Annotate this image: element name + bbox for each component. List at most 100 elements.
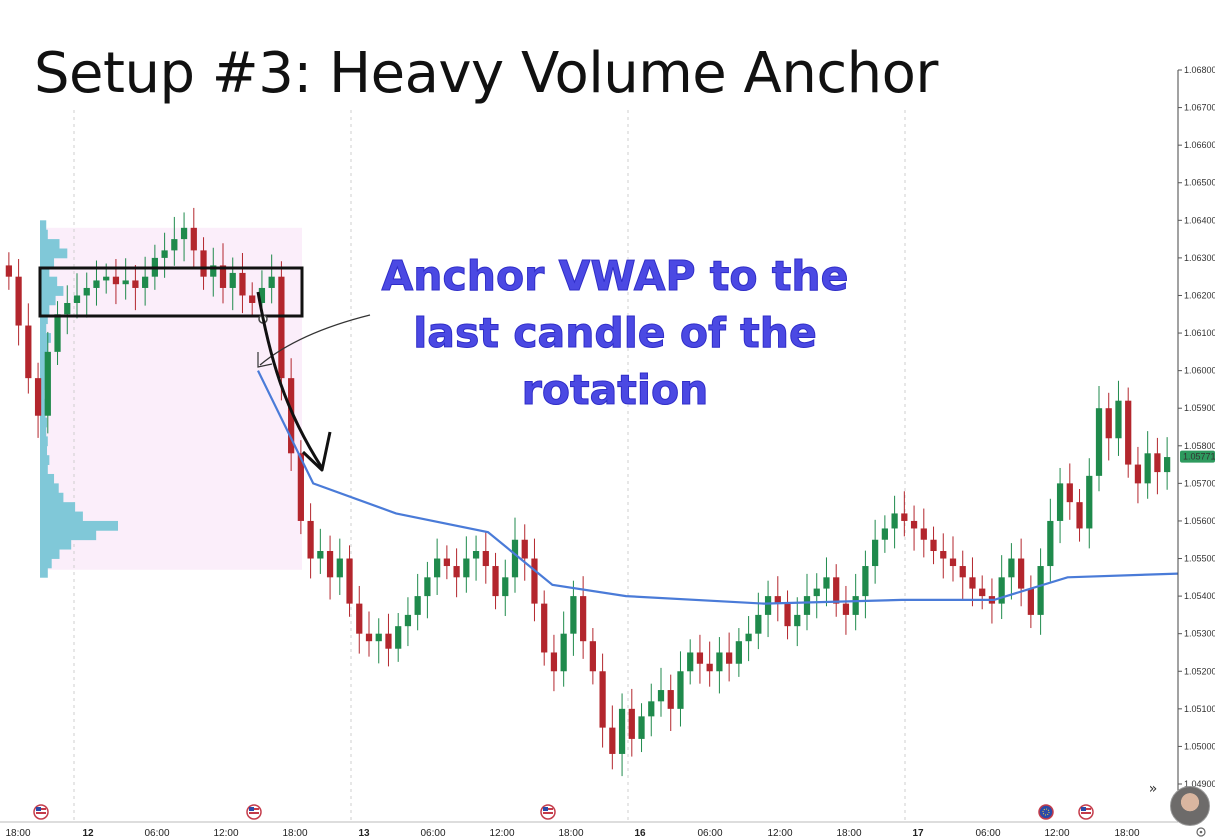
time-tick-label: 18:00 — [1114, 828, 1139, 839]
candle-body — [774, 596, 781, 604]
time-tick-label: 06:00 — [420, 828, 445, 839]
candle-body — [83, 287, 90, 296]
volume-profile-bar — [40, 257, 55, 268]
candle — [83, 272, 90, 318]
candle-body — [1018, 558, 1025, 589]
candle-body — [541, 603, 548, 653]
us-flag-icon[interactable] — [1078, 804, 1094, 820]
event-flags — [33, 804, 1094, 820]
candle — [638, 703, 645, 753]
volume-profile — [40, 220, 118, 578]
candle-body — [492, 566, 499, 597]
price-tick-label: 1.05900 — [1184, 403, 1215, 413]
volume-profile-bar — [40, 323, 47, 334]
volume-profile-bar — [40, 361, 50, 372]
candle — [891, 495, 898, 549]
candle-body — [1027, 588, 1034, 615]
candle — [706, 641, 713, 687]
candle — [872, 519, 879, 584]
volume-profile-bar — [40, 436, 48, 447]
candle-body — [200, 250, 207, 277]
candle-body — [5, 265, 12, 277]
volume-profile-bar — [40, 445, 48, 456]
candle-body — [1105, 408, 1112, 439]
candle-body — [463, 558, 470, 578]
candle — [1144, 431, 1151, 499]
candle-body — [560, 633, 567, 672]
candle-body — [278, 276, 285, 379]
candle — [881, 515, 888, 553]
candle-body — [1144, 453, 1151, 484]
volume-profile-bar — [40, 267, 50, 278]
candle — [395, 613, 402, 662]
candle-body — [404, 614, 412, 627]
volume-profile-bar — [40, 408, 46, 419]
price-tick-label: 1.05700 — [1184, 478, 1215, 488]
candle — [618, 693, 626, 777]
price-tick-label: 1.05500 — [1184, 554, 1215, 564]
candle-body — [726, 652, 733, 664]
candle-body — [44, 351, 51, 416]
volume-profile-bar — [40, 520, 118, 531]
candle-body — [969, 577, 976, 589]
gear-icon[interactable] — [1196, 827, 1206, 837]
candle-body — [73, 295, 81, 303]
candle — [998, 555, 1005, 620]
candle-body — [823, 577, 830, 589]
candle-body — [365, 633, 373, 642]
candle — [940, 533, 947, 579]
candle-body — [317, 551, 324, 559]
candle-body — [648, 701, 655, 717]
us-flag-icon[interactable] — [33, 804, 49, 820]
volume-profile-bar — [40, 483, 59, 494]
volume-profile-bar — [40, 286, 64, 296]
candle — [628, 688, 635, 757]
candle-body — [1164, 457, 1171, 473]
chevron-double-right-icon[interactable]: » — [1148, 781, 1158, 797]
candle — [472, 535, 480, 581]
volume-profile-bar — [40, 304, 50, 315]
candle-body — [803, 596, 811, 615]
candle-body — [297, 453, 304, 521]
candle-body — [1056, 483, 1064, 521]
candle — [122, 258, 129, 300]
candle-body — [210, 265, 217, 277]
candle — [979, 575, 986, 610]
price-axis: 1.06800 1.06700 1.06600 1.06500 1.06400 1.063… — [1178, 65, 1215, 789]
candle — [317, 528, 324, 574]
volume-profile-bar — [40, 492, 64, 503]
candle — [200, 237, 207, 290]
candle — [404, 597, 412, 647]
candle-body — [336, 558, 343, 578]
us-flag-icon[interactable] — [246, 804, 262, 820]
candle-body — [609, 727, 616, 754]
candle-body — [161, 250, 168, 258]
eu-flag-icon[interactable] — [1038, 804, 1054, 820]
candle — [1105, 392, 1112, 461]
candle — [375, 618, 382, 664]
time-tick-label: 16 — [634, 828, 646, 839]
volume-profile-bar — [40, 370, 47, 381]
volume-profile-bar — [40, 464, 48, 475]
price-tick-label: 1.06500 — [1184, 178, 1215, 188]
candle-body — [1125, 400, 1132, 465]
candle-body — [842, 603, 850, 615]
candle — [521, 524, 528, 581]
price-tick-label: 1.06400 — [1184, 215, 1215, 225]
candle-body — [1008, 558, 1015, 578]
candle — [1056, 467, 1064, 544]
candle — [842, 585, 850, 635]
move-arrowhead — [301, 431, 332, 472]
candle-body — [54, 314, 61, 352]
candle — [657, 667, 665, 717]
price-tick-label: 1.05300 — [1184, 629, 1215, 639]
volume-profile-bar — [40, 455, 50, 465]
candle — [219, 243, 227, 304]
candle — [726, 632, 733, 682]
candle — [784, 590, 791, 640]
us-flag-icon[interactable] — [540, 804, 556, 820]
candle-body — [745, 633, 752, 642]
time-tick-label: 12:00 — [489, 828, 514, 839]
candle — [541, 590, 548, 666]
